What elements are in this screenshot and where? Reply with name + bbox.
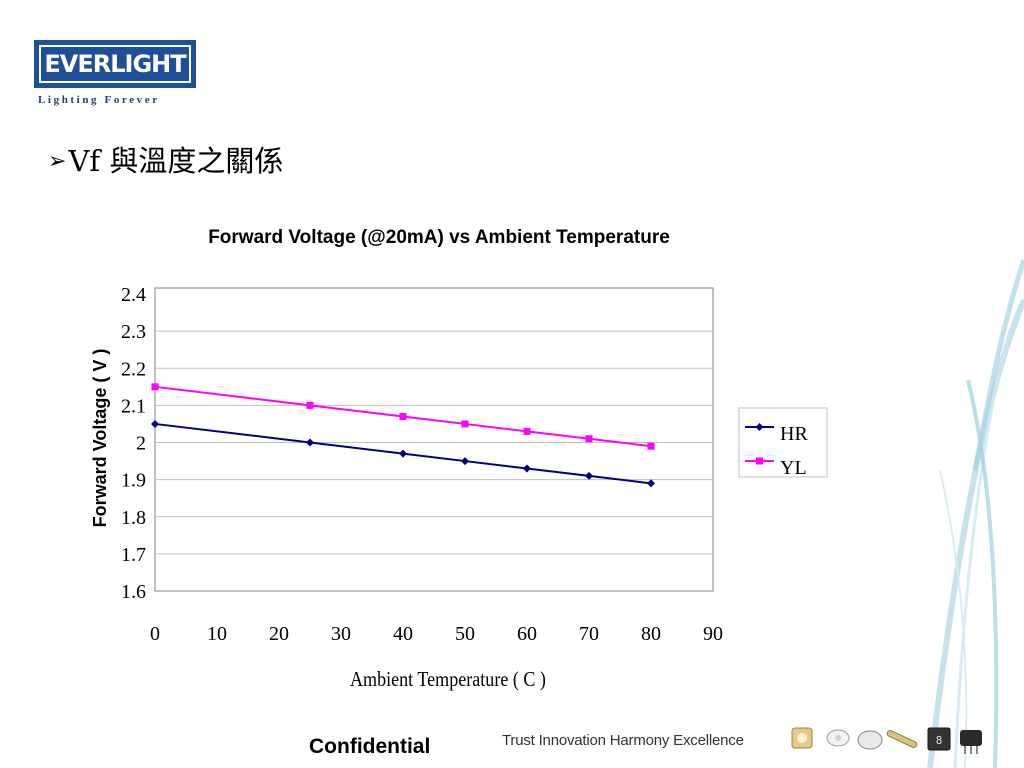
y-tick-label: 2.3 [121, 321, 146, 343]
x-tick-label: 0 [150, 623, 160, 645]
x-axis-label: Ambient Temperature ( C ) [350, 669, 546, 692]
legend-yl-marker [756, 457, 763, 465]
company-motto: Trust Innovation Harmony Excellence [502, 732, 744, 749]
x-tick-label: 10 [207, 623, 227, 645]
legend-hr-label: HR [780, 423, 808, 445]
logo-brand-text: EVERLIGHT [39, 45, 191, 83]
led-product-icon [886, 730, 918, 748]
x-tick-label: 70 [579, 623, 599, 645]
chart-title: Forward Voltage (@20mA) vs Ambient Tempe… [208, 227, 670, 248]
y-tick-label: 2.2 [121, 358, 146, 380]
y-tick-label: 1.6 [121, 581, 146, 603]
arrow-bullet-icon: ➢ [48, 149, 67, 174]
data-point-yl [585, 435, 593, 443]
everlight-logo: EVERLIGHT [34, 40, 196, 88]
y-tick-label: 2 [136, 433, 146, 455]
data-point-yl [399, 413, 407, 421]
y-axis-label: Forward Voltage ( V ) [90, 349, 110, 528]
x-tick-label: 40 [393, 623, 413, 645]
slide-heading: ➢Vf 與溫度之關係 [48, 138, 283, 180]
data-point-yl [523, 427, 531, 435]
axes: 2.4 2.3 2.2 2.1 2 1.9 1.8 1.7 1.60 10 20 30 40 50 60 70… [121, 284, 723, 645]
x-tick-label: 90 [703, 623, 723, 645]
plot-area [154, 287, 714, 592]
y-tick-label: 1.8 [121, 507, 146, 529]
y-tick-label: 1.7 [121, 544, 146, 566]
x-tick-label: 20 [269, 623, 289, 645]
data-point-hr [306, 438, 314, 447]
data-point-yl [151, 383, 159, 391]
data-point-hr [399, 449, 407, 458]
data-point-hr [461, 457, 469, 466]
legend-yl-label: YL [780, 457, 807, 479]
svg-text:8: 8 [936, 734, 943, 747]
led-product-icon [857, 730, 883, 750]
data-point-hr [585, 471, 593, 480]
y-tick-label: 2.1 [121, 395, 146, 417]
x-tick-label: 30 [331, 623, 351, 645]
led-product-icon [791, 727, 813, 749]
data-point-hr [523, 464, 531, 473]
data-point-hr [151, 419, 159, 428]
x-tick-label: 80 [641, 623, 661, 645]
data-point-yl [306, 401, 314, 409]
led-product-icon [960, 730, 982, 754]
logo-tagline: Lighting Forever [38, 94, 160, 106]
data-point-hr [647, 479, 655, 488]
led-product-icon: 8 [927, 727, 951, 751]
x-tick-label: 60 [517, 623, 537, 645]
legend-box [738, 407, 828, 478]
slide-heading-text: Vf 與溫度之關係 [68, 144, 284, 178]
led-product-icon [826, 729, 850, 747]
legend-hr-marker [755, 423, 764, 431]
company-motto-text: Trust Innovation Harmony Excellence [502, 732, 744, 749]
confidential-label: Confidential [309, 735, 431, 758]
series-lines [151, 383, 655, 488]
data-point-yl [461, 420, 469, 428]
data-point-yl [647, 442, 655, 450]
y-tick-label: 2.4 [121, 284, 146, 306]
chart-legend: HR YL [738, 407, 828, 479]
y-tick-label: 1.9 [121, 470, 146, 492]
x-tick-label: 50 [455, 623, 475, 645]
